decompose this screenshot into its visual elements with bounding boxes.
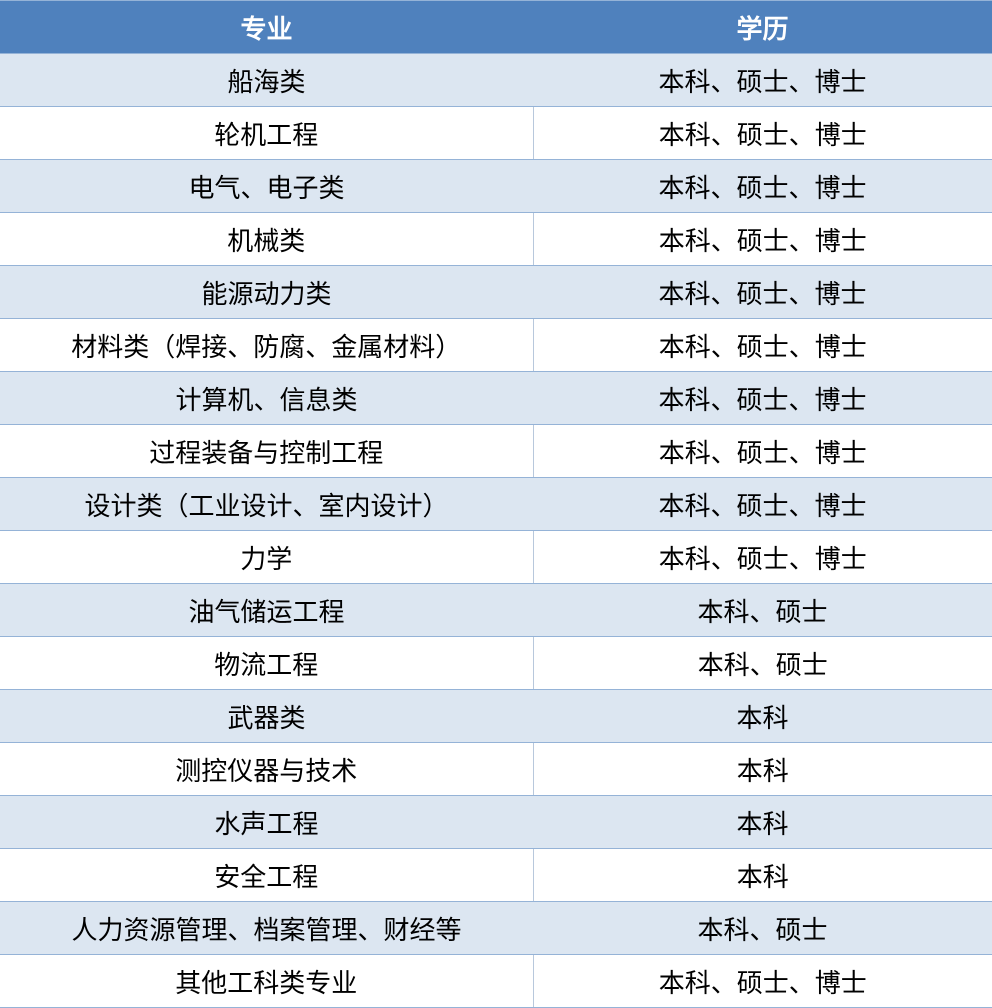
table-row: 设计类（工业设计、室内设计） 本科、硕士、博士	[0, 477, 992, 531]
major-cell: 过程装备与控制工程	[0, 424, 534, 478]
degree-cell: 本科、硕士、博士	[533, 53, 992, 107]
major-cell: 计算机、信息类	[0, 371, 533, 425]
degree-cell: 本科、硕士、博士	[533, 954, 992, 1008]
degree-cell: 本科、硕士	[533, 583, 992, 637]
table-row: 过程装备与控制工程 本科、硕士、博士	[0, 424, 992, 478]
major-cell: 武器类	[0, 689, 533, 743]
table-row: 机械类 本科、硕士、博士	[0, 212, 992, 266]
header-degree: 学历	[533, 0, 992, 54]
table-row: 安全工程 本科	[0, 848, 992, 902]
degree-cell: 本科	[533, 795, 992, 849]
major-cell: 人力资源管理、档案管理、财经等	[0, 901, 533, 955]
major-cell: 水声工程	[0, 795, 533, 849]
major-cell: 电气、电子类	[0, 159, 533, 213]
degree-cell: 本科、硕士、博士	[533, 424, 992, 478]
header-row: 专业 学历	[0, 0, 992, 54]
table-row: 电气、电子类 本科、硕士、博士	[0, 159, 992, 213]
degree-cell: 本科	[533, 689, 992, 743]
table-row: 人力资源管理、档案管理、财经等 本科、硕士	[0, 901, 992, 955]
major-cell: 轮机工程	[0, 106, 534, 160]
degree-cell: 本科、硕士	[533, 901, 992, 955]
header-major: 专业	[0, 0, 533, 54]
major-cell: 能源动力类	[0, 265, 533, 319]
table-row: 能源动力类 本科、硕士、博士	[0, 265, 992, 319]
major-cell: 力学	[0, 530, 534, 584]
table-row: 计算机、信息类 本科、硕士、博士	[0, 371, 992, 425]
degree-cell: 本科	[533, 742, 992, 796]
major-cell: 测控仪器与技术	[0, 742, 534, 796]
degree-cell: 本科、硕士、博士	[533, 265, 992, 319]
degree-cell: 本科、硕士、博士	[533, 530, 992, 584]
major-cell: 设计类（工业设计、室内设计）	[0, 477, 533, 531]
major-cell: 其他工科类专业	[0, 954, 534, 1008]
major-cell: 材料类（焊接、防腐、金属材料）	[0, 318, 534, 372]
table-row: 测控仪器与技术 本科	[0, 742, 992, 796]
degree-cell: 本科、硕士、博士	[533, 159, 992, 213]
degree-cell: 本科、硕士、博士	[533, 371, 992, 425]
major-cell: 安全工程	[0, 848, 534, 902]
table-row: 武器类 本科	[0, 689, 992, 743]
table-row: 材料类（焊接、防腐、金属材料） 本科、硕士、博士	[0, 318, 992, 372]
degree-cell: 本科、硕士、博士	[533, 212, 992, 266]
table-row: 油气储运工程 本科、硕士	[0, 583, 992, 637]
major-cell: 物流工程	[0, 636, 534, 690]
table-row: 轮机工程 本科、硕士、博士	[0, 106, 992, 160]
table-row: 力学 本科、硕士、博士	[0, 530, 992, 584]
major-cell: 机械类	[0, 212, 534, 266]
table-row: 船海类 本科、硕士、博士	[0, 53, 992, 107]
table-row: 物流工程 本科、硕士	[0, 636, 992, 690]
degree-cell: 本科	[533, 848, 992, 902]
table-row: 其他工科类专业 本科、硕士、博士	[0, 954, 992, 1008]
degree-cell: 本科、硕士、博士	[533, 106, 992, 160]
major-cell: 船海类	[0, 53, 533, 107]
table-row: 水声工程 本科	[0, 795, 992, 849]
major-cell: 油气储运工程	[0, 583, 533, 637]
degree-cell: 本科、硕士、博士	[533, 318, 992, 372]
degree-cell: 本科、硕士	[533, 636, 992, 690]
degree-cell: 本科、硕士、博士	[533, 477, 992, 531]
